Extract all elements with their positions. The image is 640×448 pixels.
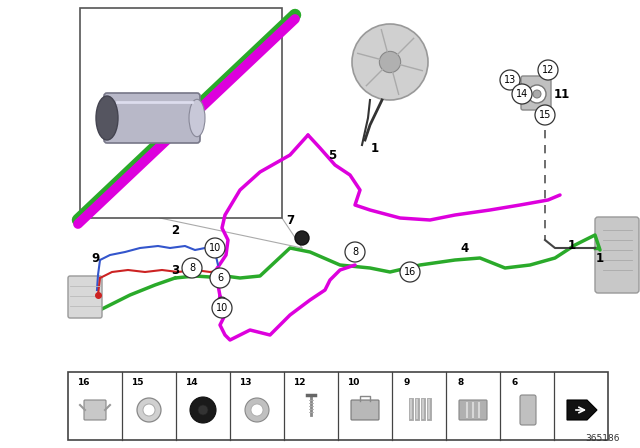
Circle shape xyxy=(500,70,520,90)
Circle shape xyxy=(400,262,420,282)
Ellipse shape xyxy=(189,99,205,137)
Ellipse shape xyxy=(96,96,118,140)
Text: 10: 10 xyxy=(347,378,359,387)
Circle shape xyxy=(538,60,558,80)
Text: 7: 7 xyxy=(286,214,294,227)
FancyBboxPatch shape xyxy=(459,400,487,420)
Text: 15: 15 xyxy=(539,110,551,120)
Text: 9: 9 xyxy=(91,251,99,264)
Circle shape xyxy=(245,398,269,422)
FancyBboxPatch shape xyxy=(521,76,551,110)
Text: 5: 5 xyxy=(328,148,336,161)
Circle shape xyxy=(198,405,208,415)
Text: 4: 4 xyxy=(461,241,469,254)
Circle shape xyxy=(205,238,225,258)
Circle shape xyxy=(182,258,202,278)
FancyBboxPatch shape xyxy=(104,93,200,143)
Circle shape xyxy=(251,404,263,416)
Circle shape xyxy=(533,90,541,98)
Circle shape xyxy=(295,231,309,245)
Text: 12: 12 xyxy=(293,378,305,387)
Circle shape xyxy=(352,24,428,100)
Circle shape xyxy=(380,52,401,73)
Text: 10: 10 xyxy=(209,243,221,253)
Circle shape xyxy=(137,398,161,422)
Text: 3: 3 xyxy=(171,263,179,276)
Text: 1: 1 xyxy=(371,142,379,155)
Text: 6: 6 xyxy=(512,378,518,387)
Polygon shape xyxy=(567,400,597,420)
Text: 365186: 365186 xyxy=(586,434,620,443)
Circle shape xyxy=(535,105,555,125)
Bar xyxy=(68,372,608,440)
Circle shape xyxy=(212,298,232,318)
FancyBboxPatch shape xyxy=(68,276,102,318)
Bar xyxy=(80,8,282,218)
Text: 10: 10 xyxy=(216,303,228,313)
Text: 13: 13 xyxy=(239,378,252,387)
FancyBboxPatch shape xyxy=(84,400,106,420)
Text: 1: 1 xyxy=(596,251,604,264)
Text: 16: 16 xyxy=(404,267,416,277)
Text: 8: 8 xyxy=(458,378,464,387)
Text: 15: 15 xyxy=(131,378,143,387)
Text: 14: 14 xyxy=(185,378,197,387)
Text: 8: 8 xyxy=(352,247,358,257)
Text: 1: 1 xyxy=(568,238,576,251)
Text: 13: 13 xyxy=(504,75,516,85)
Text: 16: 16 xyxy=(77,378,90,387)
Circle shape xyxy=(217,297,227,307)
Circle shape xyxy=(528,85,546,103)
Circle shape xyxy=(210,268,230,288)
FancyBboxPatch shape xyxy=(595,217,639,293)
Text: 12: 12 xyxy=(542,65,554,75)
Text: 8: 8 xyxy=(189,263,195,273)
FancyBboxPatch shape xyxy=(351,400,379,420)
Text: 9: 9 xyxy=(404,378,410,387)
Circle shape xyxy=(143,404,155,416)
Text: 2: 2 xyxy=(171,224,179,237)
Text: 11: 11 xyxy=(554,87,570,100)
Circle shape xyxy=(190,397,216,423)
Text: 6: 6 xyxy=(217,273,223,283)
FancyBboxPatch shape xyxy=(520,395,536,425)
Circle shape xyxy=(345,242,365,262)
Text: 14: 14 xyxy=(516,89,528,99)
Circle shape xyxy=(512,84,532,104)
